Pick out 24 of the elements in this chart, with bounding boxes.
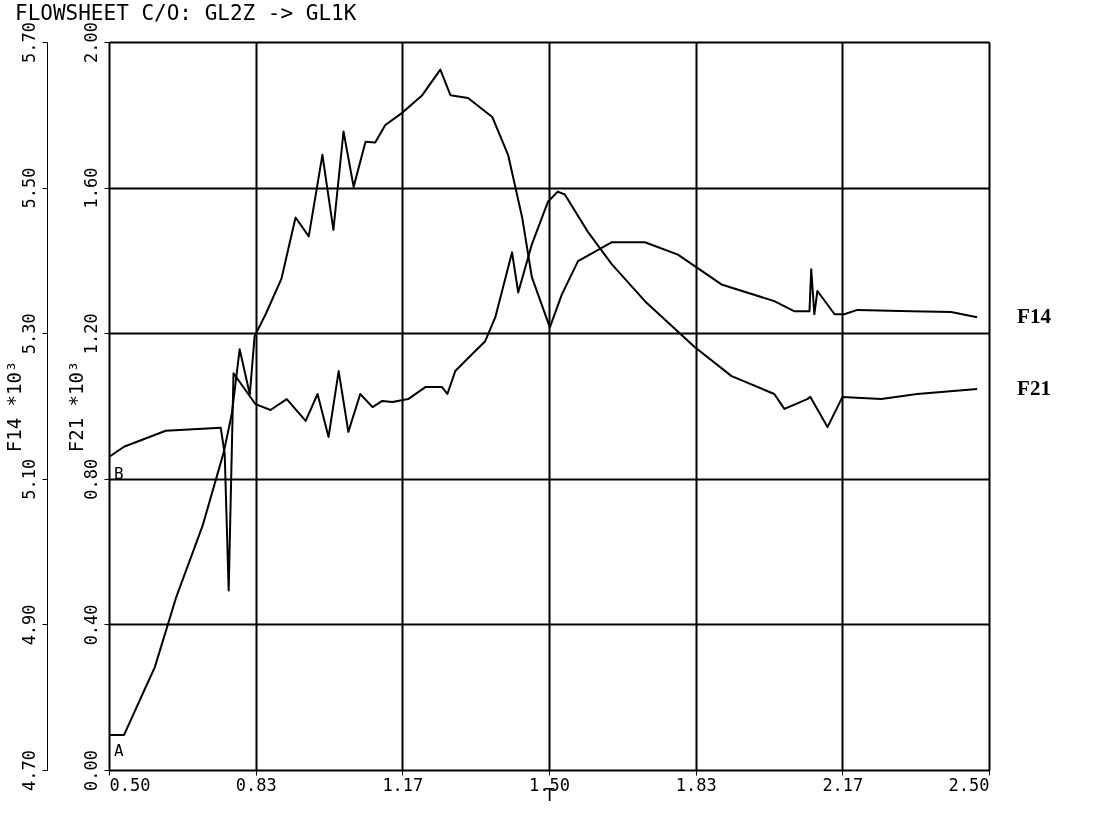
series-label: F14 [1017,304,1052,329]
y2-tick-label: 5.10 [18,458,39,500]
x-tick-label: 1.83 [675,774,717,795]
x-tick-label: 2.50 [948,774,990,795]
x-tick-label: 0.83 [235,774,277,795]
annotation: A [114,740,124,760]
x-tick-label: 2.17 [822,774,864,795]
y2-axis-title: F14 *10³ [2,360,25,453]
x-tick-label: 1.17 [382,774,424,795]
y-tick-label: 1.60 [80,167,101,209]
y2-tick-label: 4.70 [18,750,39,791]
y2-tick-label: 4.90 [18,604,39,646]
x-tick-label: 0.50 [109,774,151,795]
y-tick-label: 1.20 [80,313,101,355]
y2-tick-label: 5.30 [18,313,39,355]
y-axis-title: F21 *10³ [64,360,87,453]
y2-tick-label: 5.70 [18,22,39,63]
series-label: F21 [1017,375,1051,400]
y-tick-label: 0.40 [80,604,101,646]
y-tick-label: 0.00 [80,750,101,791]
y2-tick-label: 5.50 [18,167,39,209]
annotation: B [114,463,124,483]
y-tick-label: 0.80 [80,458,101,500]
y-tick-label: 2.00 [80,22,101,63]
